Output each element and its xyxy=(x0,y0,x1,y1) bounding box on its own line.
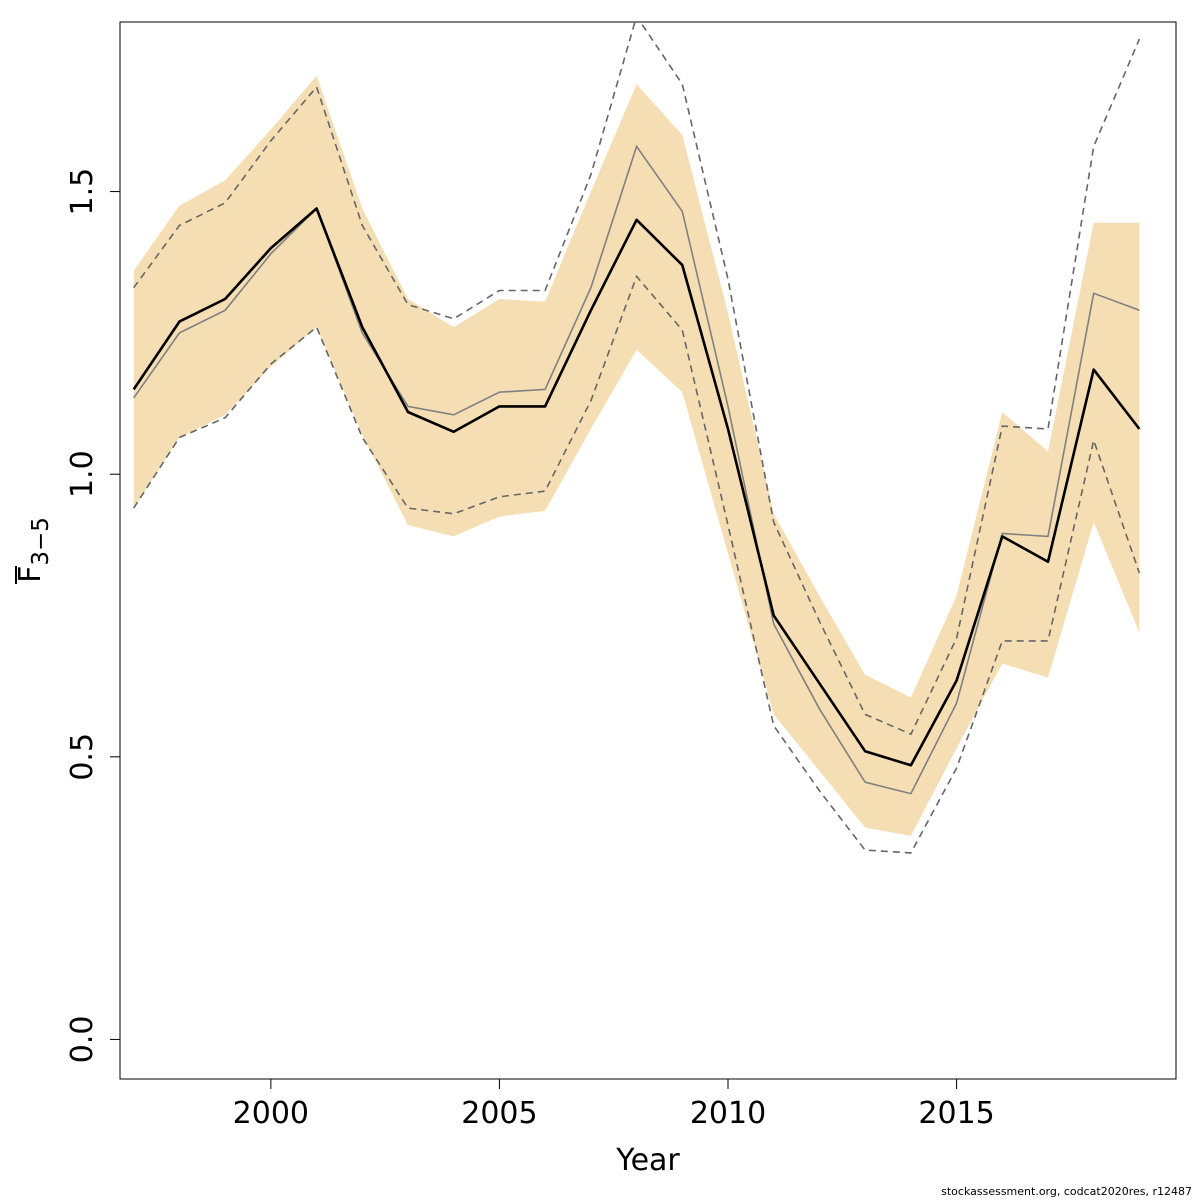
plot-data-layer xyxy=(132,22,1141,854)
footer-credit: stockassessment.org, codcat2020res, r124… xyxy=(941,1185,1192,1198)
x-tick-label: 2005 xyxy=(461,1096,537,1131)
x-axis-title: Year xyxy=(615,1143,680,1178)
x-tick-label: 2015 xyxy=(918,1096,994,1131)
y-tick-label: 0.0 xyxy=(65,1016,100,1064)
series-main-line xyxy=(132,207,1141,767)
x-tick-label: 2010 xyxy=(690,1096,766,1131)
series-grey-line xyxy=(133,144,1140,795)
y-tick-label: 0.5 xyxy=(65,733,100,781)
svg-text:F3−5: F3−5 xyxy=(13,517,54,583)
y-axis-title-subscript: 3−5 xyxy=(28,517,54,566)
y-tick-label: 1.0 xyxy=(65,450,100,498)
plot-frame xyxy=(119,21,1177,1080)
confidence-band xyxy=(133,75,1140,836)
y-axis: 0.0 0.5 1.0 1.5 xyxy=(65,168,120,1064)
y-axis-title-base: F xyxy=(13,566,48,583)
x-tick-label: 2000 xyxy=(233,1096,309,1131)
y-axis-title: F3−5 xyxy=(13,517,54,584)
series-upper-dashed-line xyxy=(133,22,1141,736)
y-tick-label: 1.5 xyxy=(65,168,100,216)
series-lower-dashed-line xyxy=(133,274,1141,854)
x-axis: 2000 2005 2010 2015 xyxy=(233,1079,995,1131)
